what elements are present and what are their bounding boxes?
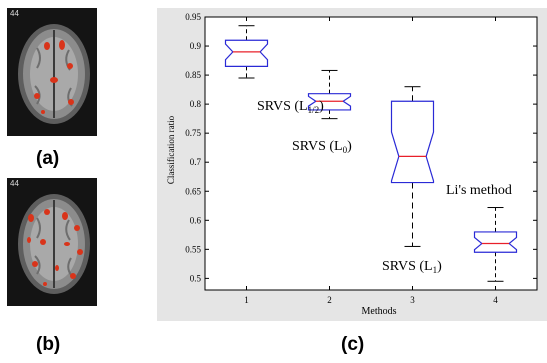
- y-tick-label: 0.75: [185, 128, 201, 138]
- box-1: [224, 25, 269, 79]
- x-axis-label: Methods: [362, 306, 397, 317]
- notched-box: [390, 100, 435, 184]
- boxplot-chart: 0.5 0.55 0.6 0.65 0.7 0.75 0.8 0.85 0.9 0.95 1 2 3 4…: [166, 12, 538, 317]
- boxplot-panel: 0.5 0.55 0.6 0.65 0.7 0.75 0.8 0.85 0.9 0.95 1 2 3 4…: [157, 8, 547, 321]
- x-tick-label: 4: [493, 295, 498, 305]
- box-2: [307, 69, 352, 120]
- y-tick-label: 0.85: [185, 70, 201, 80]
- method-label: SRVS (L1): [382, 259, 442, 275]
- method-label: SRVS (L0): [292, 139, 352, 155]
- boxes: [224, 25, 518, 282]
- method-label: SRVS (L1/2): [257, 99, 324, 115]
- panel-label-c: (c): [341, 334, 365, 355]
- x-axis-ticks: 1 2 3 4: [244, 17, 498, 305]
- box-4: [473, 207, 518, 282]
- x-tick-label: 3: [410, 295, 415, 305]
- y-axis-ticks: 0.5 0.55 0.6 0.65 0.7 0.75 0.8 0.85 0.9 0.95: [185, 12, 537, 283]
- slice-number-a: 44: [10, 9, 19, 18]
- plot-area: [204, 16, 538, 291]
- y-axis-label: Classification ratio: [166, 115, 176, 184]
- brain-slice-b-graphic: [18, 194, 90, 294]
- y-tick-label: 0.6: [190, 215, 202, 225]
- brain-slice-image-b: 44: [7, 178, 97, 306]
- y-tick-label: 0.65: [185, 186, 201, 196]
- panel-label-a: (a): [36, 148, 60, 169]
- x-tick-label: 1: [244, 295, 249, 305]
- y-tick-label: 0.55: [185, 244, 201, 254]
- y-tick-label: 0.8: [190, 99, 202, 109]
- box-labels: SRVS (L1/2) SRVS (L0) SRVS (L1) Li's method: [257, 99, 512, 275]
- brain-slice-a-graphic: [18, 24, 90, 124]
- panel-label-b: (b): [36, 334, 61, 355]
- y-tick-label: 0.5: [190, 273, 202, 283]
- slice-number-b: 44: [10, 179, 19, 188]
- x-tick-label: 2: [327, 295, 332, 305]
- box-3: [390, 86, 435, 247]
- notched-box: [307, 93, 352, 111]
- y-tick-label: 0.95: [185, 12, 201, 22]
- method-label: Li's method: [446, 183, 512, 198]
- y-tick-label: 0.9: [190, 41, 202, 51]
- notched-box: [224, 39, 269, 67]
- y-tick-label: 0.7: [190, 157, 202, 167]
- brain-slice-image-a: 44: [7, 8, 97, 136]
- notched-box: [473, 231, 518, 253]
